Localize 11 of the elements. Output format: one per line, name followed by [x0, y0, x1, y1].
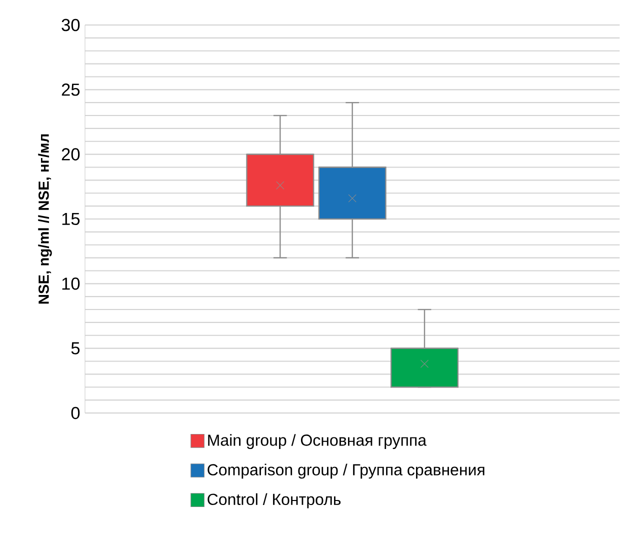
- y-tick-label: 15: [62, 212, 80, 226]
- y-tick-label: 20: [62, 148, 80, 160]
- y-axis-title: NSE, ng/ml // NSE, нг/мл: [38, 134, 52, 304]
- legend-label: Comparison group / Группа сравнения: [208, 464, 484, 479]
- legend-label: Main group / Основная группа: [208, 434, 427, 450]
- y-tick-label: 30: [62, 18, 80, 32]
- y-tick-label: 0: [71, 406, 80, 420]
- legend-label: Control / Контроль: [208, 493, 341, 508]
- y-tick-label: 10: [62, 278, 80, 290]
- y-tick-label: 5: [71, 342, 80, 354]
- y-tick-label: 25: [62, 84, 80, 96]
